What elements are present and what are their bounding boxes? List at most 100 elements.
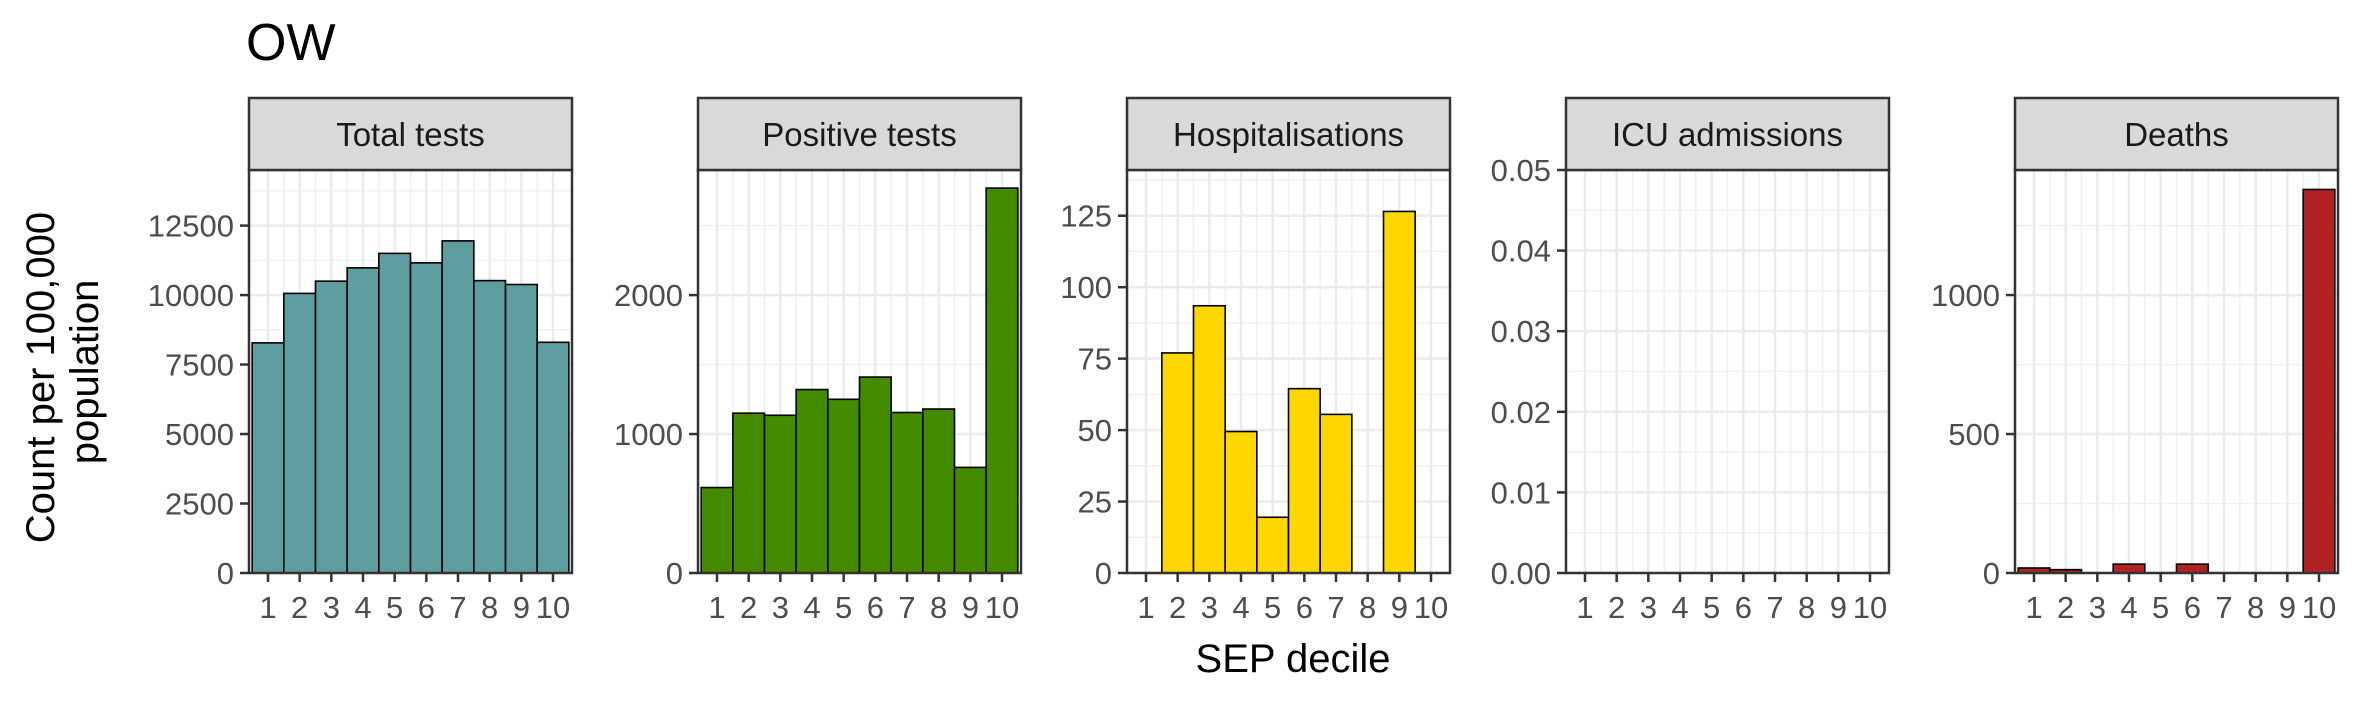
bar-decile-7 <box>1319 413 1353 574</box>
x-axis-title: SEP decile <box>1196 637 1391 681</box>
x-tick-label: 2 <box>1169 590 1186 625</box>
x-tick-label: 4 <box>1232 590 1249 625</box>
bar-decile-4 <box>346 267 380 574</box>
y-axis-title: Count per 100,000 population <box>19 201 107 544</box>
x-tick-label: 6 <box>1296 590 1313 625</box>
bar-decile-5 <box>378 252 412 574</box>
bar-decile-6 <box>409 262 443 574</box>
y-tick-label: 100 <box>1060 270 1112 305</box>
facet-strip-label: Positive tests <box>762 116 956 153</box>
x-tick-label: 8 <box>1798 590 1815 625</box>
facet-strip-label: Hospitalisations <box>1173 116 1404 153</box>
bar-decile-6 <box>1287 387 1321 574</box>
x-tick-label: 8 <box>2247 590 2264 625</box>
x-tick-label: 8 <box>1359 590 1376 625</box>
panel-1: Total tests 0 2500 5000 7500 10000 12500 1 2 3 4 5 6… <box>148 96 574 625</box>
x-tick-label: 8 <box>930 590 947 625</box>
bar-decile-7 <box>890 411 924 574</box>
bar-decile-9 <box>953 466 987 574</box>
x-tick-label: 9 <box>2279 590 2296 625</box>
x-tick-label: 7 <box>1327 590 1344 625</box>
panel-3: Hospitalisations 0 25 50 75 100 125 1 2 3 4 5 6 7 8 9 10 <box>1060 96 1452 625</box>
x-tick-label: 4 <box>2120 590 2137 625</box>
x-tick-label: 1 <box>259 590 276 625</box>
y-tick-label: 1000 <box>1931 278 2000 313</box>
x-tick-label: 3 <box>2089 590 2106 625</box>
x-tick-label: 10 <box>2302 590 2336 625</box>
y-tick-label: 2500 <box>165 487 234 522</box>
x-tick-label: 4 <box>354 590 371 625</box>
x-tick-label: 9 <box>513 590 530 625</box>
bar-decile-10 <box>2302 188 2336 574</box>
x-tick-label: 8 <box>481 590 498 625</box>
x-tick-label: 2 <box>291 590 308 625</box>
bar-decile-10 <box>536 341 570 574</box>
y-tick-label: 12500 <box>148 209 234 244</box>
facet-strip <box>696 96 1023 172</box>
y-tick-label: 500 <box>1948 417 2000 452</box>
x-tick-label: 1 <box>1576 590 1593 625</box>
x-tick-label: 4 <box>803 590 820 625</box>
x-tick-label: 9 <box>1391 590 1408 625</box>
x-tick-label: 7 <box>898 590 915 625</box>
y-tick-label: 0.02 <box>1491 395 1551 430</box>
bar-decile-4 <box>795 388 829 574</box>
bar-decile-3 <box>1192 304 1226 574</box>
bar-decile-2 <box>1161 352 1195 574</box>
x-tick-label: 5 <box>835 590 852 625</box>
x-tick-label: 6 <box>2184 590 2201 625</box>
bar-decile-10 <box>985 187 1019 574</box>
x-tick-label: 6 <box>1735 590 1752 625</box>
y-axis-title-line-1: Count per 100,000 <box>19 212 63 543</box>
panel-2: Positive tests 0 1000 2000 1 2 3 4 5 6 7 8 9 10 <box>614 96 1023 625</box>
facet-strip <box>2013 96 2340 172</box>
x-tick-label: 5 <box>386 590 403 625</box>
x-tick-label: 1 <box>708 590 725 625</box>
bar-decile-8 <box>473 279 507 574</box>
bar-decile-8 <box>922 408 956 574</box>
x-tick-label: 3 <box>323 590 340 625</box>
x-tick-label: 1 <box>2025 590 2042 625</box>
bar-decile-1 <box>700 486 734 574</box>
y-tick-label: 75 <box>1078 342 1112 377</box>
facet-strip <box>1564 96 1891 172</box>
bar-decile-1 <box>251 342 285 574</box>
bar-decile-3 <box>314 280 348 574</box>
y-tick-label: 0 <box>666 556 683 591</box>
x-tick-label: 3 <box>1201 590 1218 625</box>
x-tick-label: 10 <box>1853 590 1887 625</box>
y-tick-label: 0 <box>217 556 234 591</box>
bar-decile-7 <box>441 240 475 574</box>
x-tick-label: 2 <box>1608 590 1625 625</box>
x-tick-label: 5 <box>1703 590 1720 625</box>
y-tick-label: 0.04 <box>1491 234 1551 269</box>
facet-strip <box>247 96 574 172</box>
y-axis-title-line-2: population <box>63 280 107 465</box>
bar-decile-2 <box>283 292 317 574</box>
y-tick-label: 0 <box>1095 556 1112 591</box>
chart-title: OW <box>246 14 336 72</box>
x-tick-label: 6 <box>867 590 884 625</box>
x-tick-label: 1 <box>1137 590 1154 625</box>
y-tick-label: 0.00 <box>1491 556 1551 591</box>
x-tick-label: 10 <box>985 590 1019 625</box>
y-tick-label: 5000 <box>165 417 234 452</box>
bar-decile-4 <box>2112 563 2146 574</box>
x-tick-label: 5 <box>1264 590 1281 625</box>
bar-decile-6 <box>2175 563 2209 574</box>
x-tick-label: 4 <box>1671 590 1688 625</box>
y-tick-label: 0.01 <box>1491 475 1551 510</box>
x-tick-label: 7 <box>449 590 466 625</box>
y-tick-label: 0 <box>1983 556 2000 591</box>
y-tick-label: 2000 <box>614 278 683 313</box>
y-tick-label: 50 <box>1078 413 1112 448</box>
y-tick-label: 125 <box>1060 199 1112 234</box>
panel-4: ICU admissions 0.00 0.01 0.02 0.03 0.04 0.05 1 2… <box>1491 96 1891 625</box>
bar-decile-5 <box>1256 516 1290 574</box>
bar-decile-3 <box>763 414 797 574</box>
x-tick-label: 7 <box>1766 590 1783 625</box>
facet-strip-label: Total tests <box>336 116 485 153</box>
panel-5: Deaths 0 500 1000 1 2 3 4 5 6 7 8 9 10 <box>1931 96 2340 625</box>
